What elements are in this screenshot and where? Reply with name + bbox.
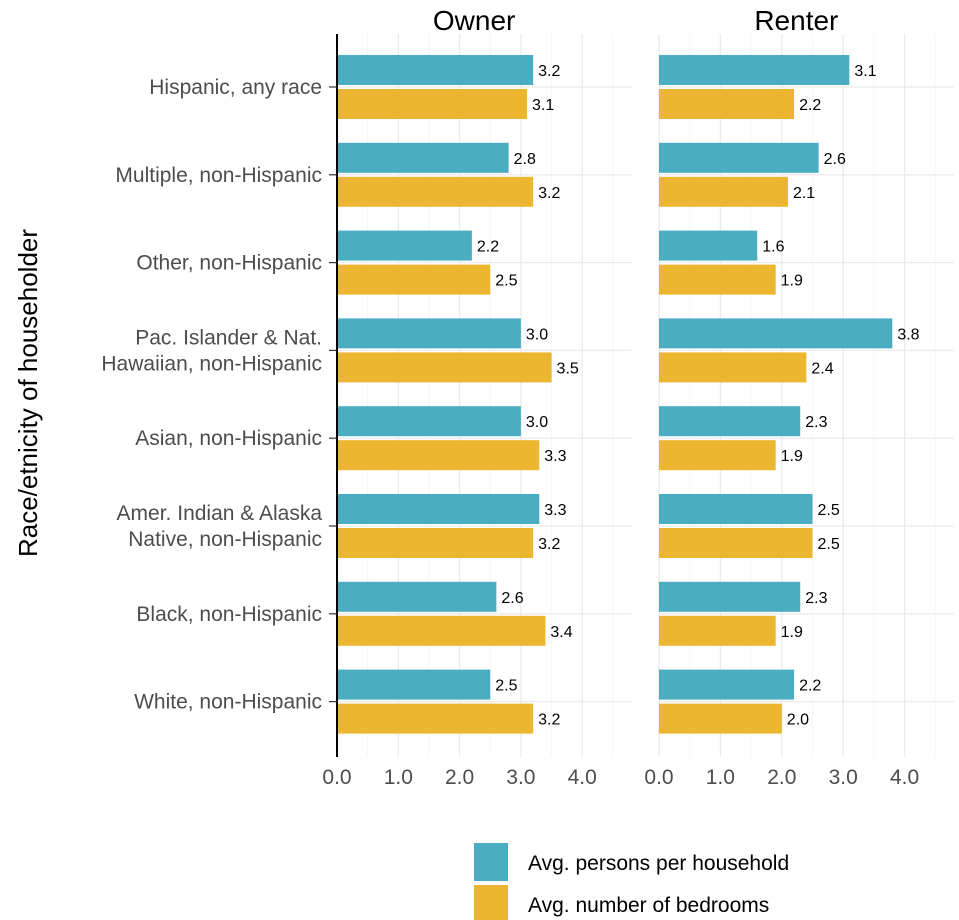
bar: [659, 406, 801, 437]
x-tick-label: 1.0: [706, 766, 735, 789]
bar-value-label: 2.8: [514, 151, 536, 168]
bar-value-label: 3.4: [550, 624, 572, 641]
bar: [659, 55, 850, 85]
bar: [337, 581, 497, 612]
bar-value-label: 1.9: [781, 273, 803, 290]
bar-value-label: 3.0: [526, 326, 548, 343]
bar-value-label: 3.2: [538, 536, 560, 553]
bar: [659, 352, 807, 383]
bar-value-label: 3.1: [854, 63, 876, 80]
bar-value-label: 1.6: [762, 239, 784, 256]
bar-value-label: 2.4: [811, 360, 833, 377]
category-labels: Hispanic, any race Multiple, non-Hispanic…: [101, 76, 322, 714]
x-tick-label: 4.0: [568, 766, 597, 789]
bar: [659, 669, 795, 700]
bar: [337, 352, 552, 383]
category-label: Pac. Islander & Nat.: [135, 326, 322, 349]
category-label: White, non-Hispanic: [134, 691, 322, 714]
bar: [337, 615, 546, 646]
bar-value-label: 3.1: [532, 97, 554, 114]
legend-label: Avg. persons per household: [528, 852, 789, 875]
bar-value-label: 2.6: [824, 151, 846, 168]
bar-value-label: 2.6: [501, 590, 523, 607]
legend: Avg. persons per household Avg. number of…: [474, 843, 789, 920]
bar-value-label: 3.2: [538, 712, 560, 729]
bar: [337, 406, 521, 437]
bar-value-label: 2.0: [787, 712, 809, 729]
category-label: Black, non-Hispanic: [136, 603, 322, 626]
facet-title-1: Renter: [754, 5, 838, 36]
bar-value-label: 3.0: [526, 414, 548, 431]
legend-label: Avg. number of bedrooms: [528, 894, 769, 917]
bar: [337, 142, 509, 173]
bar-value-label: 1.9: [781, 624, 803, 641]
bar: [337, 494, 540, 524]
bar-value-label: 2.1: [793, 185, 815, 202]
x-tick-label: 3.0: [506, 766, 535, 789]
bar: [337, 703, 534, 734]
bar: [659, 89, 795, 119]
category-label: Multiple, non-Hispanic: [115, 164, 322, 187]
category-label: Asian, non-Hispanic: [135, 427, 322, 450]
bar: [659, 703, 782, 734]
x-tick-label: 2.0: [767, 766, 796, 789]
bar: [337, 318, 521, 349]
facet-titles: Owner Renter: [433, 5, 838, 36]
bar: [337, 440, 540, 471]
legend-swatch: [474, 885, 508, 920]
x-tick-label: 3.0: [829, 766, 858, 789]
bar: [659, 230, 758, 261]
bar: [337, 230, 472, 261]
x-tick-label: 0.0: [644, 766, 673, 789]
facet-title-0: Owner: [433, 5, 515, 36]
grid-lines: [336, 34, 954, 757]
category-label: Native, non-Hispanic: [128, 528, 322, 551]
bar: [659, 264, 776, 295]
bar: [659, 176, 788, 207]
bar: [659, 142, 819, 173]
bar: [659, 581, 801, 612]
bar-value-label: 3.8: [897, 326, 919, 343]
y-axis-title: Race/etnicity of householder: [13, 229, 43, 557]
x-tick-label: 0.0: [322, 766, 351, 789]
bar-value-label: 1.9: [781, 448, 803, 465]
bar-value-label: 3.5: [557, 360, 579, 377]
bar: [659, 528, 813, 558]
bar-value-label: 3.2: [538, 185, 560, 202]
bar-value-label: 2.5: [495, 678, 517, 695]
bar: [659, 318, 893, 349]
x-tick-label: 4.0: [890, 766, 919, 789]
bar-value-label: 2.5: [818, 502, 840, 519]
bar: [337, 264, 491, 295]
x-tick-label: 2.0: [445, 766, 474, 789]
bar-value-label: 2.5: [818, 536, 840, 553]
bar: [337, 89, 528, 119]
bar-value-label: 2.2: [799, 678, 821, 695]
bar: [337, 528, 534, 558]
axes: 0.0 1.0 2.0 3.0 4.0 0.0 1.0 2.0 3.0 4.0: [322, 34, 919, 789]
bars: [337, 55, 893, 734]
category-label: Hawaiian, non-Hispanic: [101, 352, 322, 375]
category-label: Other, non-Hispanic: [136, 252, 322, 275]
category-label: Amer. Indian & Alaska: [117, 502, 323, 525]
bar: [659, 615, 776, 646]
value-labels: 3.22.82.23.03.03.32.62.53.13.22.53.53.33…: [477, 63, 920, 729]
bar: [337, 669, 491, 700]
bar-value-label: 2.2: [799, 97, 821, 114]
bar-value-label: 3.3: [544, 502, 566, 519]
bar-value-label: 3.2: [538, 63, 560, 80]
bar-value-label: 2.5: [495, 273, 517, 290]
x-tick-label: 1.0: [384, 766, 413, 789]
bar-value-label: 2.3: [805, 414, 827, 431]
bar-value-label: 3.3: [544, 448, 566, 465]
category-label: Hispanic, any race: [149, 76, 322, 99]
bar-value-label: 2.3: [805, 590, 827, 607]
bar: [659, 494, 813, 524]
bar: [337, 55, 534, 85]
bar-value-label: 2.2: [477, 239, 499, 256]
bar: [337, 176, 534, 207]
bar: [659, 440, 776, 471]
legend-swatch: [474, 843, 508, 881]
